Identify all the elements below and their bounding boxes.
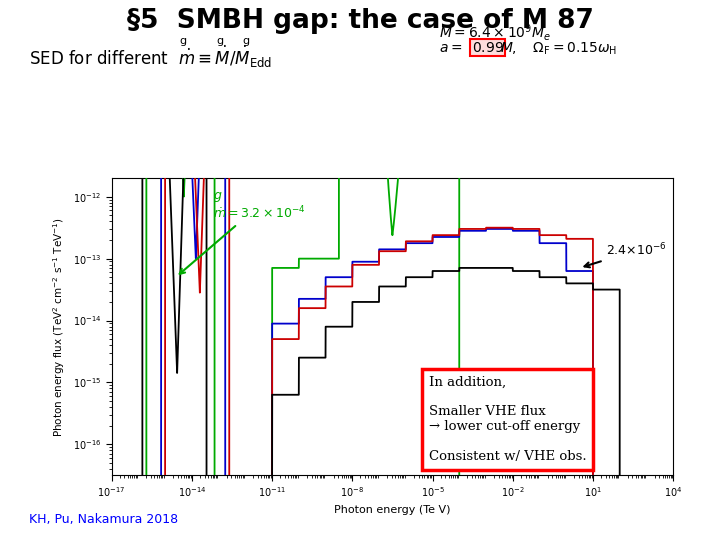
Text: $0.99$: $0.99$: [472, 40, 503, 55]
Text: §5  SMBH gap: the case of M 87: §5 SMBH gap: the case of M 87: [127, 8, 593, 34]
Text: In addition,

Smaller VHE flux
→ lower cut-off energy

Consistent w/ VHE obs.: In addition, Smaller VHE flux → lower cu…: [429, 375, 587, 463]
Text: SED for different  $\dot{m} \equiv \dot{M}/\dot{M}_{\rm Edd}$: SED for different $\dot{m} \equiv \dot{M…: [29, 44, 272, 70]
Y-axis label: Photon energy flux (TeV$^2$ cm$^{-2}$ s$^{-1}$ TeV$^{-1}$): Photon energy flux (TeV$^2$ cm$^{-2}$ s$…: [51, 217, 67, 437]
Text: g: g: [216, 36, 223, 46]
Text: $M = 6.4\times10^9 M_e$: $M = 6.4\times10^9 M_e$: [439, 22, 552, 43]
Text: g: g: [179, 36, 186, 46]
X-axis label: Photon energy (Te V): Photon energy (Te V): [334, 505, 451, 515]
Text: 2.4×10$^{-6}$: 2.4×10$^{-6}$: [585, 242, 667, 267]
Text: g: g: [243, 36, 250, 46]
Text: g
$\dot{m}=3.2\times10^{-4}$: g $\dot{m}=3.2\times10^{-4}$: [180, 189, 306, 274]
Text: KH, Pu, Nakamura 2018: KH, Pu, Nakamura 2018: [29, 514, 178, 526]
Text: $a =$: $a =$: [439, 40, 462, 55]
Text: $M,\quad\Omega_{\rm F}=0.15\omega_{\rm H}$: $M,\quad\Omega_{\rm F}=0.15\omega_{\rm H…: [500, 40, 618, 57]
